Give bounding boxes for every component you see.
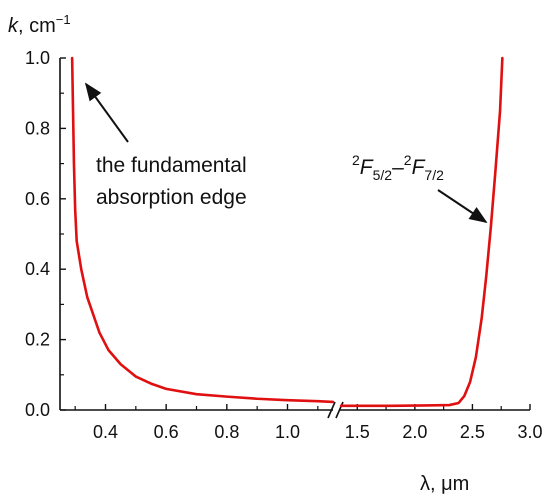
y-tick-label: 0.4	[25, 259, 50, 279]
x-axis-label: λ, μm	[420, 473, 469, 495]
y-axis-label-unit: , cm	[18, 15, 56, 37]
series-line-segment2	[339, 56, 504, 408]
ticks: 0.0 0.2 0.4 0.6 0.8 1.0 0.4 0.6 0.8 1.0 1.5 2.0 2.5 3…	[25, 48, 543, 442]
annotation-fundamental-edge-line2: absorption edge	[96, 186, 247, 209]
y-axis-label: k, cm−1	[8, 12, 71, 37]
annotation-arrow-fundamental	[84, 82, 129, 143]
y-tick-label: 1.0	[25, 48, 50, 68]
series-line-segment1	[70, 56, 335, 404]
annotation-transition-label: 2F5/2–2F7/2	[352, 152, 444, 183]
y-tick-label: 0.0	[25, 400, 50, 420]
axes	[59, 58, 530, 419]
x-tick-label: 1.5	[345, 422, 370, 442]
y-tick-label: 0.2	[25, 330, 50, 350]
x-tick-label: 2.5	[460, 422, 485, 442]
x-tick-label: 3.0	[517, 422, 542, 442]
series-group	[70, 56, 504, 408]
x-tick-label: 2.0	[402, 422, 427, 442]
y-tick-label: 0.8	[25, 118, 50, 138]
x-tick-label: 0.6	[154, 422, 179, 442]
y-axis-label-var: k	[8, 15, 19, 37]
y-axis-label-unit-sup: −1	[56, 12, 71, 27]
x-tick-label: 0.4	[93, 422, 118, 442]
x-tick-label: 1.0	[275, 422, 300, 442]
annotation-fundamental-edge-line1: the fundamental	[96, 154, 247, 177]
x-tick-label: 0.8	[214, 422, 239, 442]
annotation-arrow-transition	[437, 189, 488, 223]
axis-break-mark	[327, 401, 336, 419]
y-tick-label: 0.6	[25, 189, 50, 209]
